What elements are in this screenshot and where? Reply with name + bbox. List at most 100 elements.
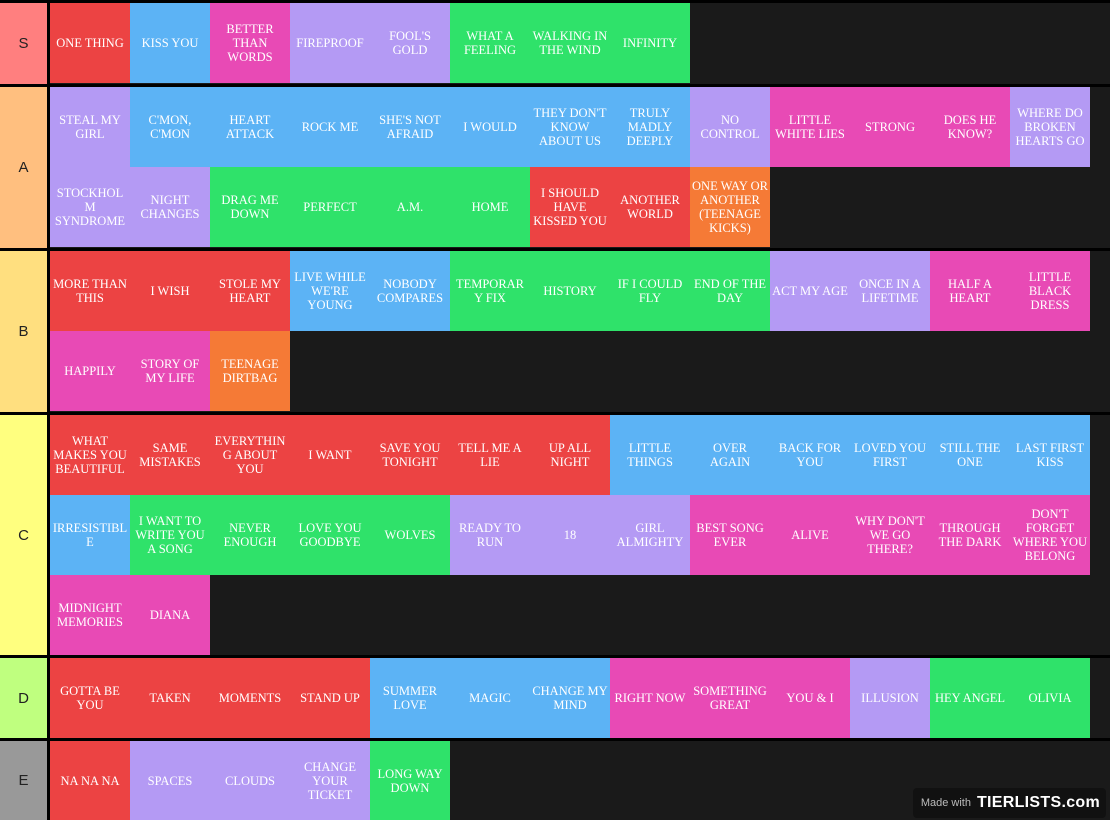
tier-item[interactable]: OVER AGAIN bbox=[690, 415, 770, 495]
tier-item[interactable]: ANOTHER WORLD bbox=[610, 167, 690, 247]
tier-item[interactable]: LITTLE WHITE LIES bbox=[770, 87, 850, 167]
tier-item[interactable]: SOMETHING GREAT bbox=[690, 658, 770, 738]
tier-item[interactable]: SAME MISTAKES bbox=[130, 415, 210, 495]
tier-label-b[interactable]: B bbox=[0, 251, 50, 412]
tier-item[interactable]: WOLVES bbox=[370, 495, 450, 575]
tier-item[interactable]: EVERYTHING ABOUT YOU bbox=[210, 415, 290, 495]
tier-item[interactable]: WALKING IN THE WIND bbox=[530, 3, 610, 83]
tier-item[interactable]: UP ALL NIGHT bbox=[530, 415, 610, 495]
tier-item[interactable]: HEY ANGEL bbox=[930, 658, 1010, 738]
tier-item[interactable]: DIANA bbox=[130, 575, 210, 655]
tier-item[interactable]: DOES HE KNOW? bbox=[930, 87, 1010, 167]
tier-item[interactable]: I SHOULD HAVE KISSED YOU bbox=[530, 167, 610, 247]
tier-item[interactable]: LOVED YOU FIRST bbox=[850, 415, 930, 495]
tier-item[interactable]: LAST FIRST KISS bbox=[1010, 415, 1090, 495]
tier-item[interactable]: BACK FOR YOU bbox=[770, 415, 850, 495]
tier-item[interactable]: ONE THING bbox=[50, 3, 130, 83]
tier-item[interactable]: STRONG bbox=[850, 87, 930, 167]
tier-item[interactable]: GIRL ALMIGHTY bbox=[610, 495, 690, 575]
tier-item[interactable]: TEMPORARY FIX bbox=[450, 251, 530, 331]
tier-item[interactable]: DRAG ME DOWN bbox=[210, 167, 290, 247]
tier-item[interactable]: READY TO RUN bbox=[450, 495, 530, 575]
tier-item[interactable]: MOMENTS bbox=[210, 658, 290, 738]
tier-item[interactable]: 18 bbox=[530, 495, 610, 575]
tier-item[interactable]: NO CONTROL bbox=[690, 87, 770, 167]
tier-item[interactable]: RIGHT NOW bbox=[610, 658, 690, 738]
tier-item[interactable]: BETTER THAN WORDS bbox=[210, 3, 290, 83]
tier-item[interactable]: LOVE YOU GOODBYE bbox=[290, 495, 370, 575]
tier-item[interactable]: HEART ATTACK bbox=[210, 87, 290, 167]
tier-item[interactable]: NEVER ENOUGH bbox=[210, 495, 290, 575]
tier-item[interactable]: THROUGH THE DARK bbox=[930, 495, 1010, 575]
tier-item[interactable]: HISTORY bbox=[530, 251, 610, 331]
tier-item[interactable]: STOLE MY HEART bbox=[210, 251, 290, 331]
tier-label-c[interactable]: C bbox=[0, 415, 50, 655]
tier-item[interactable]: CHANGE YOUR TICKET bbox=[290, 741, 370, 820]
tier-item[interactable]: ILLUSION bbox=[850, 658, 930, 738]
tier-item[interactable]: END OF THE DAY bbox=[690, 251, 770, 331]
tier-item[interactable]: SAVE YOU TONIGHT bbox=[370, 415, 450, 495]
tier-item[interactable]: SHE'S NOT AFRAID bbox=[370, 87, 450, 167]
tier-item[interactable]: BEST SONG EVER bbox=[690, 495, 770, 575]
tier-item[interactable]: GOTTA BE YOU bbox=[50, 658, 130, 738]
tier-item[interactable]: I WOULD bbox=[450, 87, 530, 167]
tier-label-s[interactable]: S bbox=[0, 3, 50, 84]
tier-label-a[interactable]: A bbox=[0, 87, 50, 248]
tier-label-d[interactable]: D bbox=[0, 658, 50, 738]
tier-item[interactable]: WHY DON'T WE GO THERE? bbox=[850, 495, 930, 575]
tier-item[interactable]: A.M. bbox=[370, 167, 450, 247]
tier-item[interactable]: ROCK ME bbox=[290, 87, 370, 167]
tier-item[interactable]: TEENAGE DIRTBAG bbox=[210, 331, 290, 411]
tier-item[interactable]: TELL ME A LIE bbox=[450, 415, 530, 495]
tier-item[interactable]: INFINITY bbox=[610, 3, 690, 83]
tier-item[interactable]: ONE WAY OR ANOTHER (TEENAGE KICKS) bbox=[690, 167, 770, 247]
tier-item[interactable]: THEY DON'T KNOW ABOUT US bbox=[530, 87, 610, 167]
tier-item[interactable]: SPACES bbox=[130, 741, 210, 820]
tier-item[interactable]: ACT MY AGE bbox=[770, 251, 850, 331]
tier-item[interactable]: WHAT MAKES YOU BEAUTIFUL bbox=[50, 415, 130, 495]
made-with-watermark[interactable]: Made with TIERLISTS.com bbox=[912, 788, 1106, 818]
tier-item[interactable]: STEAL MY GIRL bbox=[50, 87, 130, 167]
tier-item[interactable]: ONCE IN A LIFETIME bbox=[850, 251, 930, 331]
tier-item[interactable]: ALIVE bbox=[770, 495, 850, 575]
tier-item[interactable]: TRULY MADLY DEEPLY bbox=[610, 87, 690, 167]
tier-item[interactable]: WHERE DO BROKEN HEARTS GO bbox=[1010, 87, 1090, 167]
tier-item[interactable]: C'MON, C'MON bbox=[130, 87, 210, 167]
tier-item[interactable]: IF I COULD FLY bbox=[610, 251, 690, 331]
tier-item[interactable]: NA NA NA bbox=[50, 741, 130, 820]
tier-item[interactable]: LONG WAY DOWN bbox=[370, 741, 450, 820]
tier-item[interactable]: STORY OF MY LIFE bbox=[130, 331, 210, 411]
tier-item[interactable]: SUMMER LOVE bbox=[370, 658, 450, 738]
tier-item[interactable]: LIVE WHILE WE'RE YOUNG bbox=[290, 251, 370, 331]
tier-item[interactable]: MAGIC bbox=[450, 658, 530, 738]
tier-item[interactable]: KISS YOU bbox=[130, 3, 210, 83]
tier-items-s: ONE THING KISS YOU BETTER THAN WORDS FIREPR… bbox=[50, 3, 1110, 84]
tier-item[interactable]: WHAT A FEELING bbox=[450, 3, 530, 83]
tier-item[interactable]: STOCKHOLM SYNDROME bbox=[50, 167, 130, 247]
tier-item[interactable]: LITTLE THINGS bbox=[610, 415, 690, 495]
tier-item[interactable]: FOOL'S GOLD bbox=[370, 3, 450, 83]
tier-item[interactable]: CLOUDS bbox=[210, 741, 290, 820]
tier-item[interactable]: MIDNIGHT MEMORIES bbox=[50, 575, 130, 655]
tier-item[interactable]: YOU & I bbox=[770, 658, 850, 738]
tier-item[interactable]: STAND UP bbox=[290, 658, 370, 738]
tier-item[interactable]: HAPPILY bbox=[50, 331, 130, 411]
tier-item[interactable]: IRRESISTIBLE bbox=[50, 495, 130, 575]
tier-item[interactable]: CHANGE MY MIND bbox=[530, 658, 610, 738]
tier-item[interactable]: HOME bbox=[450, 167, 530, 247]
tier-item[interactable]: I WISH bbox=[130, 251, 210, 331]
tier-item[interactable]: DON'T FORGET WHERE YOU BELONG bbox=[1010, 495, 1090, 575]
tier-item[interactable]: TAKEN bbox=[130, 658, 210, 738]
tier-item[interactable]: I WANT TO WRITE YOU A SONG bbox=[130, 495, 210, 575]
tier-item[interactable]: FIREPROOF bbox=[290, 3, 370, 83]
tier-item[interactable]: NOBODY COMPARES bbox=[370, 251, 450, 331]
tier-item[interactable]: STILL THE ONE bbox=[930, 415, 1010, 495]
tier-item[interactable]: NIGHT CHANGES bbox=[130, 167, 210, 247]
tier-label-e[interactable]: E bbox=[0, 741, 50, 820]
tier-item[interactable]: PERFECT bbox=[290, 167, 370, 247]
tier-item[interactable]: I WANT bbox=[290, 415, 370, 495]
tier-item[interactable]: HALF A HEART bbox=[930, 251, 1010, 331]
tier-item[interactable]: LITTLE BLACK DRESS bbox=[1010, 251, 1090, 331]
tier-item[interactable]: OLIVIA bbox=[1010, 658, 1090, 738]
tier-item[interactable]: MORE THAN THIS bbox=[50, 251, 130, 331]
